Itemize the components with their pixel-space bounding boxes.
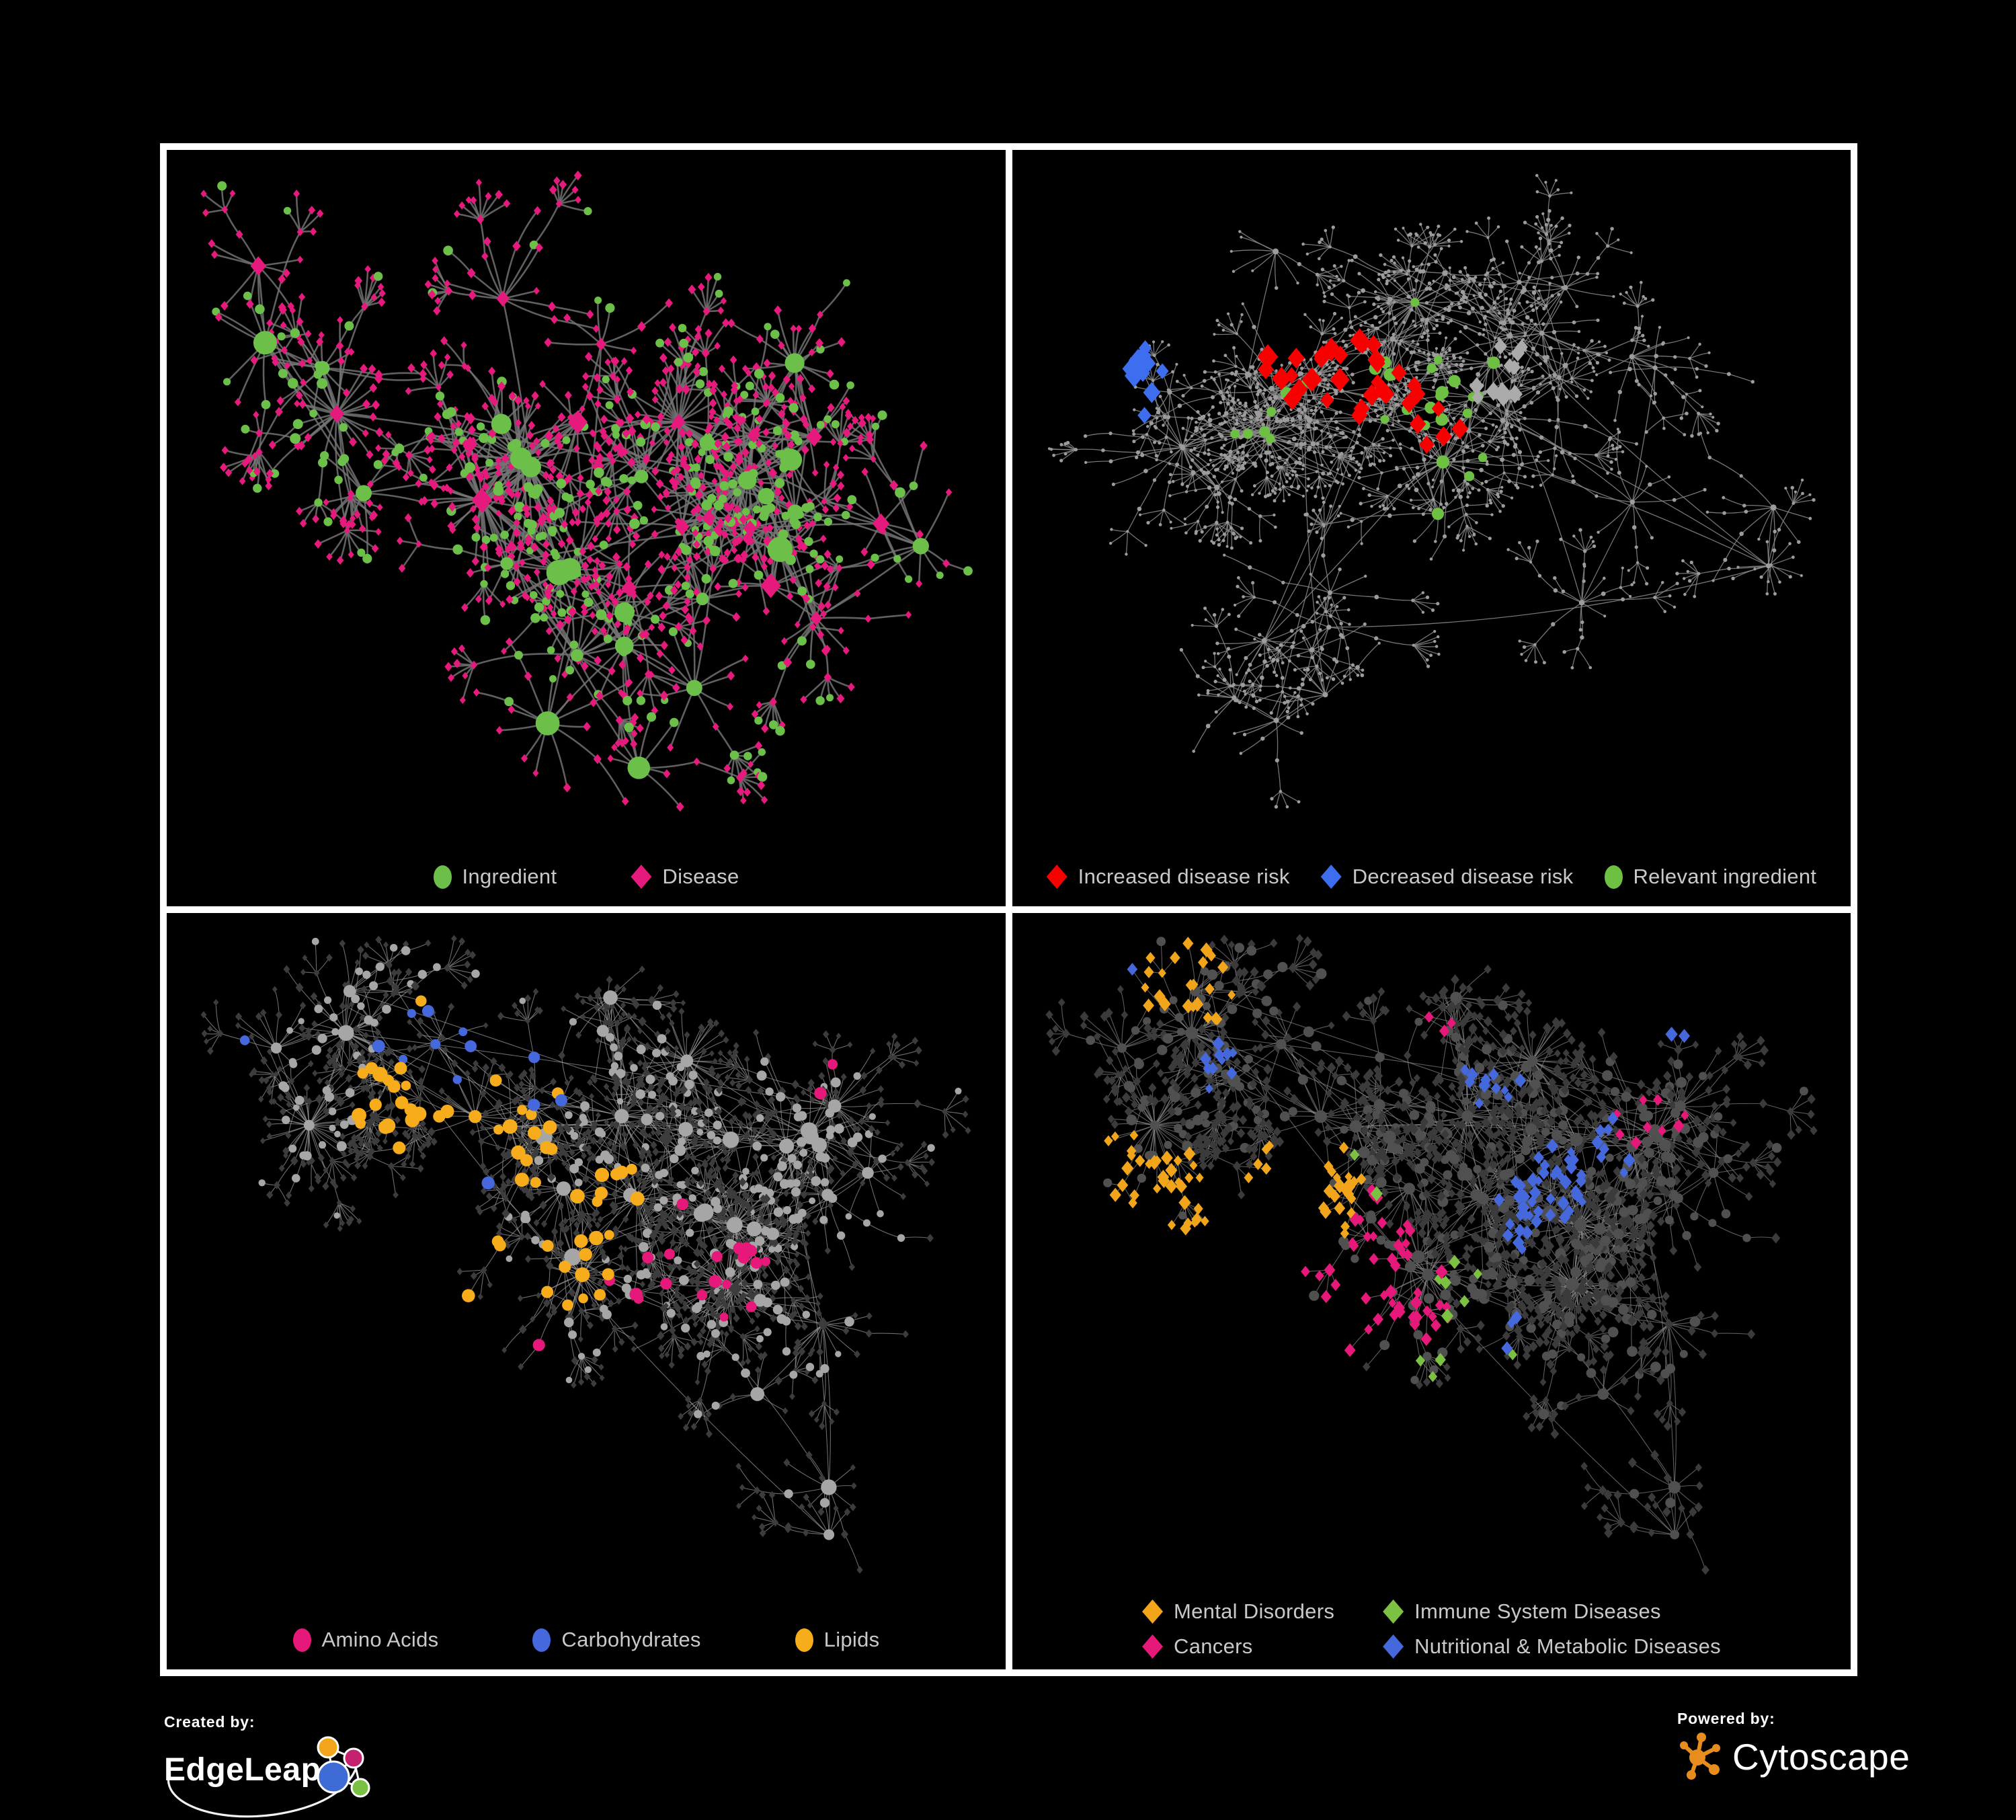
legend-item-immune-system-diseases: Immune System Diseases bbox=[1383, 1599, 1721, 1624]
legend-item-carbohydrates: Carbohydrates bbox=[532, 1628, 700, 1652]
legend-item-disease: Disease bbox=[631, 865, 739, 889]
legend-ingredient-disease: Ingredient Disease bbox=[167, 865, 1006, 889]
legend-item-relevant-ingredient: Relevant ingredient bbox=[1604, 865, 1817, 889]
legend-item-cancers: Cancers bbox=[1142, 1634, 1334, 1659]
lipids-marker-icon bbox=[795, 1628, 813, 1652]
panel-ingredient-disease: Ingredient Disease bbox=[167, 150, 1006, 906]
legend-disease-risk: Increased disease risk Decreased disease… bbox=[1012, 865, 1851, 889]
legend-item-nutritional-metabolic-diseases: Nutritional & Metabolic Diseases bbox=[1383, 1634, 1721, 1659]
panel-disease-classes: Mental Disorders Immune System Diseases … bbox=[1012, 913, 1851, 1669]
legend-label: Ingredient bbox=[462, 865, 557, 888]
relevant-ingredient-marker-icon bbox=[1604, 865, 1623, 889]
cytoscape-network-icon bbox=[1680, 1733, 1720, 1780]
powered-by-credit: Powered by: Cytosc bbox=[1677, 1710, 1910, 1784]
created-by-credit: Created by: EdgeLeap bbox=[164, 1713, 446, 1818]
nutritional-metabolic-marker-icon bbox=[1383, 1634, 1404, 1659]
legend-label: Relevant ingredient bbox=[1633, 865, 1817, 888]
legend-item-ingredient: Ingredient bbox=[433, 865, 557, 889]
edgeleap-wordmark: EdgeLeap bbox=[164, 1752, 321, 1788]
carbohydrates-marker-icon bbox=[532, 1628, 551, 1652]
increased-risk-marker-icon bbox=[1046, 865, 1067, 889]
amino-acids-marker-icon bbox=[292, 1628, 311, 1652]
legend-label: Lipids bbox=[823, 1628, 880, 1651]
cancers-marker-icon bbox=[1142, 1634, 1164, 1659]
disease-risk-network-canvas bbox=[1047, 173, 1816, 809]
legend-label: Disease bbox=[662, 865, 739, 888]
immune-system-marker-icon bbox=[1383, 1599, 1404, 1624]
ingredient-classes-network-canvas bbox=[200, 935, 971, 1574]
powered-by-label: Powered by: bbox=[1677, 1710, 1775, 1727]
legend-label: Carbohydrates bbox=[561, 1628, 701, 1651]
legend-item-increased-risk: Increased disease risk bbox=[1046, 865, 1290, 889]
cytoscape-logo: Cytoscape bbox=[1677, 1729, 1910, 1784]
edgeleap-logo: EdgeLeap bbox=[164, 1731, 446, 1819]
legend-label: Amino Acids bbox=[321, 1628, 439, 1651]
cytoscape-wordmark: Cytoscape bbox=[1732, 1736, 1910, 1778]
legend-item-mental-disorders: Mental Disorders bbox=[1142, 1599, 1334, 1624]
legend-label: Immune System Diseases bbox=[1414, 1599, 1661, 1623]
grid-frame: Ingredient Disease Increased disease ris… bbox=[160, 143, 1857, 1676]
disease-marker-icon bbox=[631, 865, 652, 889]
legend-item-amino-acids: Amino Acids bbox=[292, 1628, 439, 1652]
mental-disorders-marker-icon bbox=[1142, 1599, 1164, 1624]
ingredient-marker-icon bbox=[433, 865, 452, 889]
disease-classes-network-canvas bbox=[1045, 934, 1818, 1575]
created-by-label: Created by: bbox=[164, 1713, 255, 1731]
panel-disease-risk: Increased disease risk Decreased disease… bbox=[1012, 150, 1851, 906]
ingredient-disease-network-canvas bbox=[200, 170, 973, 812]
legend-item-decreased-risk: Decreased disease risk bbox=[1320, 865, 1574, 889]
legend-disease-classes: Mental Disorders Immune System Diseases … bbox=[1012, 1599, 1851, 1659]
decreased-risk-marker-icon bbox=[1320, 865, 1342, 889]
legend-label: Cancers bbox=[1174, 1634, 1253, 1658]
legend-ingredient-classes: Amino Acids Carbohydrates Lipids bbox=[167, 1628, 1006, 1652]
legend-item-lipids: Lipids bbox=[795, 1628, 880, 1652]
legend-label: Nutritional & Metabolic Diseases bbox=[1414, 1634, 1721, 1658]
legend-label: Mental Disorders bbox=[1174, 1599, 1335, 1623]
edgeleap-network-icon bbox=[317, 1736, 370, 1798]
panel-ingredient-classes: Amino Acids Carbohydrates Lipids bbox=[167, 913, 1006, 1669]
legend-label: Increased disease risk bbox=[1078, 865, 1290, 888]
legend-label: Decreased disease risk bbox=[1352, 865, 1574, 888]
